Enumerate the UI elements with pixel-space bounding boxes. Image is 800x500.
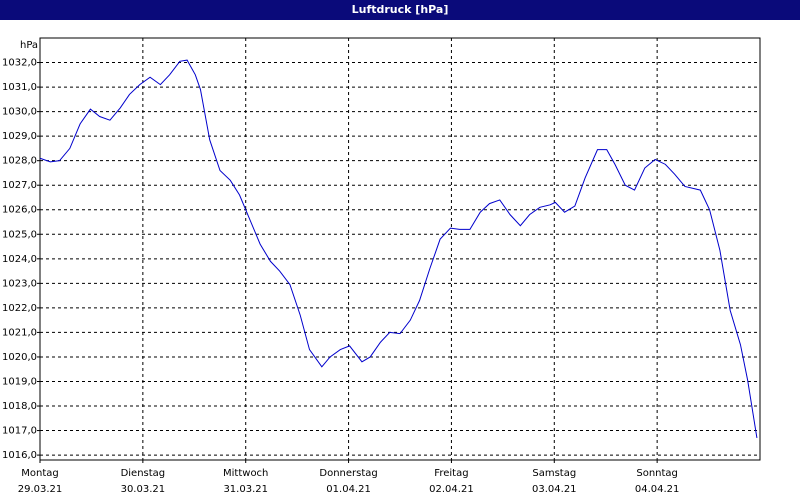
x-tick-label: Montag [21, 468, 58, 479]
x-tick-date: 30.03.21 [121, 484, 166, 495]
y-tick-label: 1022,0 [2, 303, 37, 314]
x-tick-date: 29.03.21 [18, 484, 63, 495]
y-tick-label: 1018,0 [2, 401, 37, 412]
y-tick-label: 1017,0 [2, 426, 37, 437]
y-tick-label: 1027,0 [2, 180, 37, 191]
y-tick-label: 1026,0 [2, 205, 37, 216]
y-tick-label: 1024,0 [2, 254, 37, 265]
y-tick-label: 1032,0 [2, 58, 37, 69]
y-unit-label: hPa [20, 40, 38, 51]
y-tick-label: 1016,0 [2, 450, 37, 461]
x-tick-date: 04.04.21 [635, 484, 680, 495]
x-tick-label: Sonntag [636, 468, 678, 479]
title-bar [0, 0, 800, 20]
y-tick-label: 1029,0 [2, 131, 37, 142]
x-tick-date: 02.04.21 [429, 484, 474, 495]
y-tick-label: 1023,0 [2, 278, 37, 289]
y-tick-label: 1028,0 [2, 156, 37, 167]
y-tick-label: 1025,0 [2, 229, 37, 240]
y-tick-label: 1031,0 [2, 82, 37, 93]
y-tick-label: 1030,0 [2, 107, 37, 118]
x-tick-label: Donnerstag [319, 468, 377, 479]
x-tick-label: Freitag [434, 468, 468, 479]
x-tick-label: Dienstag [121, 468, 166, 479]
x-tick-date: 31.03.21 [223, 484, 268, 495]
x-tick-label: Samstag [532, 468, 576, 479]
y-tick-label: 1021,0 [2, 327, 37, 338]
x-tick-label: Mittwoch [223, 468, 268, 479]
plot-area [39, 37, 761, 461]
chart-title: Luftdruck [hPa] [352, 3, 449, 16]
x-tick-date: 01.04.21 [326, 484, 371, 495]
y-tick-label: 1020,0 [2, 352, 37, 363]
x-tick-date: 03.04.21 [532, 484, 577, 495]
y-tick-label: 1019,0 [2, 376, 37, 387]
data-line [39, 59, 758, 438]
